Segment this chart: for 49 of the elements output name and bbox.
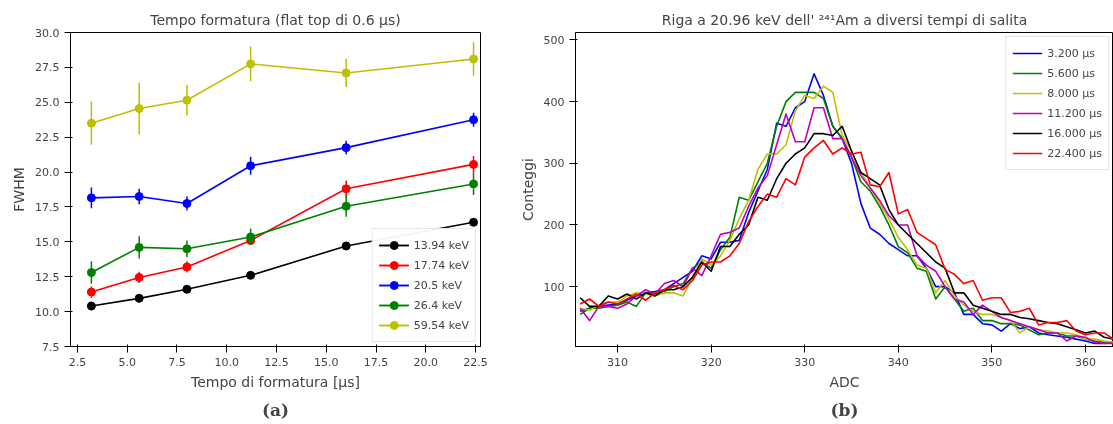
- y-tick-label: 300: [543, 157, 565, 171]
- y-tick-label: 12.5: [35, 270, 60, 284]
- y-tick-label: 20.0: [35, 166, 60, 180]
- x-tick-label: 5.0: [118, 355, 136, 369]
- y-tick-label: 500: [543, 33, 565, 47]
- legend-label: 22.400 μs: [1047, 146, 1102, 160]
- text: (b): [830, 399, 859, 420]
- x-axis-title: Tempo di formatura [μs]: [189, 373, 361, 390]
- y-tick-label: 100: [543, 280, 565, 294]
- y-tick-label: 30.0: [35, 26, 60, 40]
- chart-title: Tempo formatura (flat top di 0.6 μs): [149, 11, 401, 28]
- y-axis-title: FWHM: [11, 167, 28, 212]
- y-axis-title: Conteggi: [519, 158, 536, 221]
- x-tick-label: 22.5: [463, 355, 488, 369]
- x-tick-label: 10.0: [214, 355, 239, 369]
- text: (a): [261, 399, 290, 420]
- x-tick-label: 340: [887, 355, 909, 369]
- x-tick-label: 310: [607, 355, 629, 369]
- x-tick-label: 330: [794, 355, 816, 369]
- x-tick-label: 350: [981, 355, 1003, 369]
- legend-label: 8.000 μs: [1047, 86, 1095, 100]
- x-tick-label: 320: [700, 355, 722, 369]
- legend-label: 3.200 μs: [1047, 46, 1095, 60]
- y-tick-label: 22.5: [35, 131, 60, 145]
- x-tick-label: 7.5: [168, 355, 186, 369]
- chart-title: Riga a 20.96 keV dell' ²⁴¹Am a diversi tempi di salita: [661, 11, 1028, 28]
- legend-label: 13.94 keV: [413, 238, 469, 252]
- y-tick-label: 10.0: [35, 305, 60, 319]
- x-axis-title: ADC: [829, 373, 860, 390]
- legend-label: 59.54 keV: [413, 318, 469, 332]
- y-tick-label: 400: [543, 95, 565, 109]
- legend-label: 16.000 μs: [1047, 126, 1102, 140]
- x-tick-label: 20.0: [413, 355, 439, 369]
- legend-label: 17.74 keV: [413, 258, 469, 272]
- y-tick-label: 17.5: [35, 200, 60, 214]
- y-tick-label: 7.5: [42, 340, 60, 354]
- legend-label: 20.5 keV: [413, 278, 462, 292]
- x-tick-label: 17.5: [363, 355, 389, 369]
- x-tick-label: 12.5: [264, 355, 289, 369]
- x-tick-label: 360: [1074, 355, 1096, 369]
- legend-label: 26.4 keV: [413, 298, 462, 312]
- y-tick-label: 200: [543, 218, 565, 232]
- x-tick-label: 2.5: [68, 355, 87, 369]
- y-tick-label: 25.0: [35, 96, 60, 110]
- legend-label: 11.200 μs: [1047, 106, 1102, 120]
- x-tick-label: 15.0: [314, 355, 339, 369]
- y-tick-label: 15.0: [35, 235, 60, 249]
- y-tick-label: 27.5: [35, 61, 60, 75]
- legend-label: 5.600 μs: [1047, 66, 1095, 80]
